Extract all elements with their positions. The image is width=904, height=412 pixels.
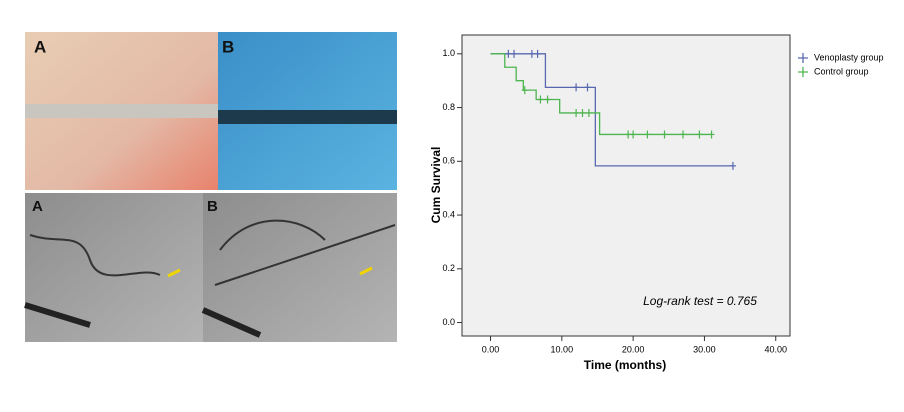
device (218, 110, 397, 124)
censor-mark (696, 130, 703, 139)
xray-a (25, 193, 203, 342)
legend-symbol (798, 67, 808, 77)
y-axis-label: Cum Survival (429, 147, 443, 224)
lead (29, 234, 161, 277)
censor-mark (644, 130, 651, 139)
censor-mark (584, 83, 591, 92)
censor-mark (528, 49, 535, 58)
lead (214, 219, 396, 286)
censor-mark (729, 161, 736, 170)
photos: A B A B (24, 32, 397, 342)
survival-curve (490, 53, 712, 136)
censor-mark (511, 49, 518, 58)
censor-mark (630, 130, 637, 139)
x-tick-label: 0.00 (482, 344, 500, 354)
catheter (24, 302, 262, 338)
photo-label: B (207, 198, 218, 215)
censor-mark (573, 108, 580, 117)
censor-mark (680, 130, 687, 139)
device (25, 104, 218, 118)
annotation: Log-rank test = 0.765 (643, 294, 757, 308)
censor-mark (505, 49, 512, 58)
y-tick-label: 0.2 (442, 263, 455, 273)
photo-label: B (222, 37, 234, 56)
y-tick-label: 0.6 (442, 156, 455, 166)
photo-label: A (34, 37, 46, 56)
legend-label: Venoplasty group (814, 52, 884, 62)
x-tick-label: 10.00 (551, 344, 574, 354)
x-tick-label: 40.00 (764, 344, 787, 354)
legend-label: Control group (814, 66, 869, 76)
plot-area (461, 34, 791, 337)
arrow (167, 266, 373, 278)
censor-mark (579, 108, 586, 117)
legend-symbol (798, 53, 808, 63)
censor-mark (708, 130, 715, 139)
x-axis-label: Time (months) (584, 358, 666, 372)
censor-mark (661, 130, 668, 139)
x-tick-label: 30.00 (693, 344, 716, 354)
y-tick-label: 0.4 (442, 209, 455, 219)
censor-mark (544, 95, 551, 104)
y-tick-label: 0.0 (442, 317, 455, 327)
censor-mark (534, 49, 541, 58)
x-tick-label: 20.00 (622, 344, 645, 354)
censor-mark (585, 108, 592, 117)
y-tick-label: 1.0 (442, 48, 455, 58)
photo-label: A (32, 198, 43, 215)
censor-mark (521, 86, 528, 95)
censor-mark (573, 83, 580, 92)
censor-mark (537, 95, 544, 104)
xray-b (203, 193, 397, 342)
y-tick-label: 0.8 (442, 102, 455, 112)
